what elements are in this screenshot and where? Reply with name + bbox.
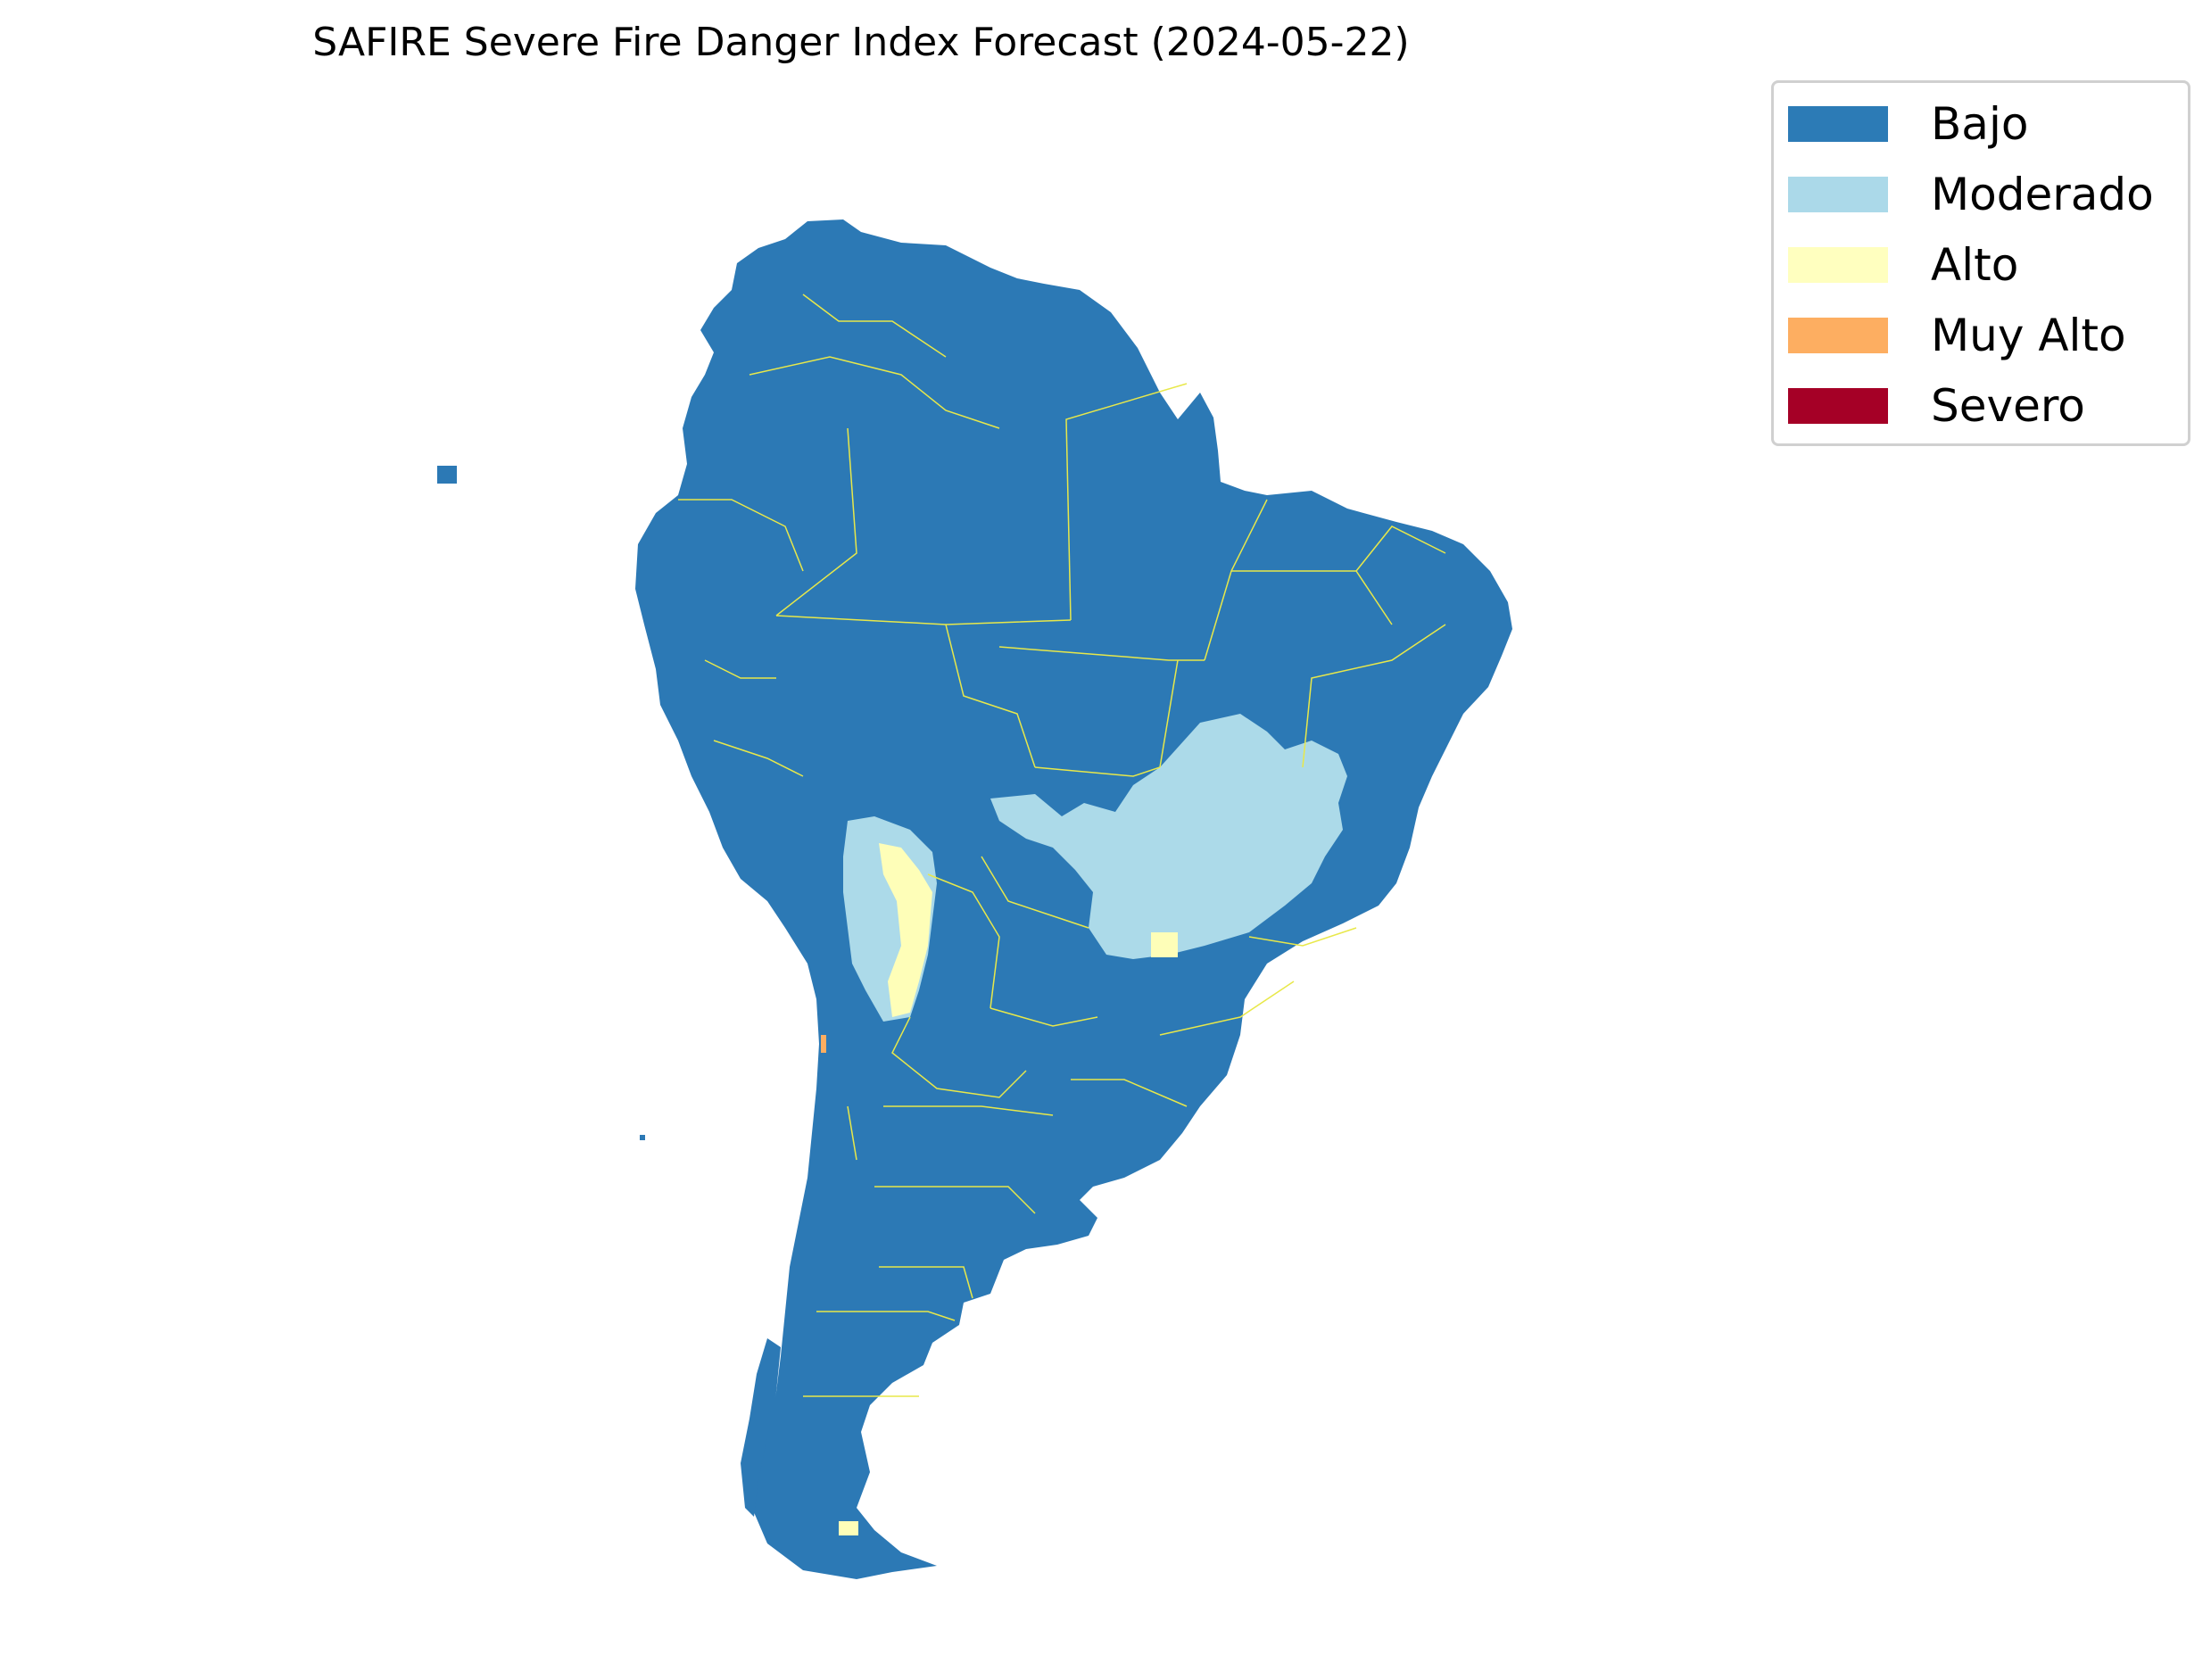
legend-label-muy-alto: Muy Alto <box>1931 310 2126 361</box>
legend: Bajo Moderado Alto Muy Alto Severo <box>1771 80 2190 446</box>
legend-swatch-muy-alto <box>1788 318 1888 353</box>
alto-patch-brazil <box>1151 932 1178 957</box>
administrative-borders <box>678 294 1446 1397</box>
moderado-zone-brazil <box>990 714 1347 959</box>
legend-item-moderado: Moderado <box>1788 168 2154 221</box>
legend-item-severo: Severo <box>1788 379 2085 433</box>
legend-label-bajo: Bajo <box>1931 98 2029 150</box>
island-speck <box>640 1135 645 1140</box>
galapagos-islands <box>437 466 457 484</box>
patagonian-archipelago <box>741 1338 781 1517</box>
legend-swatch-moderado <box>1788 177 1888 212</box>
legend-label-moderado: Moderado <box>1931 169 2154 220</box>
legend-swatch-bajo <box>1788 106 1888 142</box>
legend-swatch-alto <box>1788 247 1888 283</box>
legend-swatch-severo <box>1788 388 1888 424</box>
alto-patch-patagonia <box>839 1521 858 1535</box>
legend-label-alto: Alto <box>1931 239 2019 291</box>
legend-item-muy-alto: Muy Alto <box>1788 309 2126 362</box>
alto-zone-andes <box>879 843 932 1017</box>
map-canvas <box>437 219 1512 1579</box>
legend-item-bajo: Bajo <box>1788 97 2028 151</box>
south-america-landmass <box>635 219 1512 1579</box>
map-title: SAFIRE Severe Fire Danger Index Forecast… <box>312 20 1410 65</box>
legend-item-alto: Alto <box>1788 238 2018 292</box>
legend-label-severo: Severo <box>1931 380 2085 432</box>
muy-alto-patch-chile <box>821 1035 826 1053</box>
